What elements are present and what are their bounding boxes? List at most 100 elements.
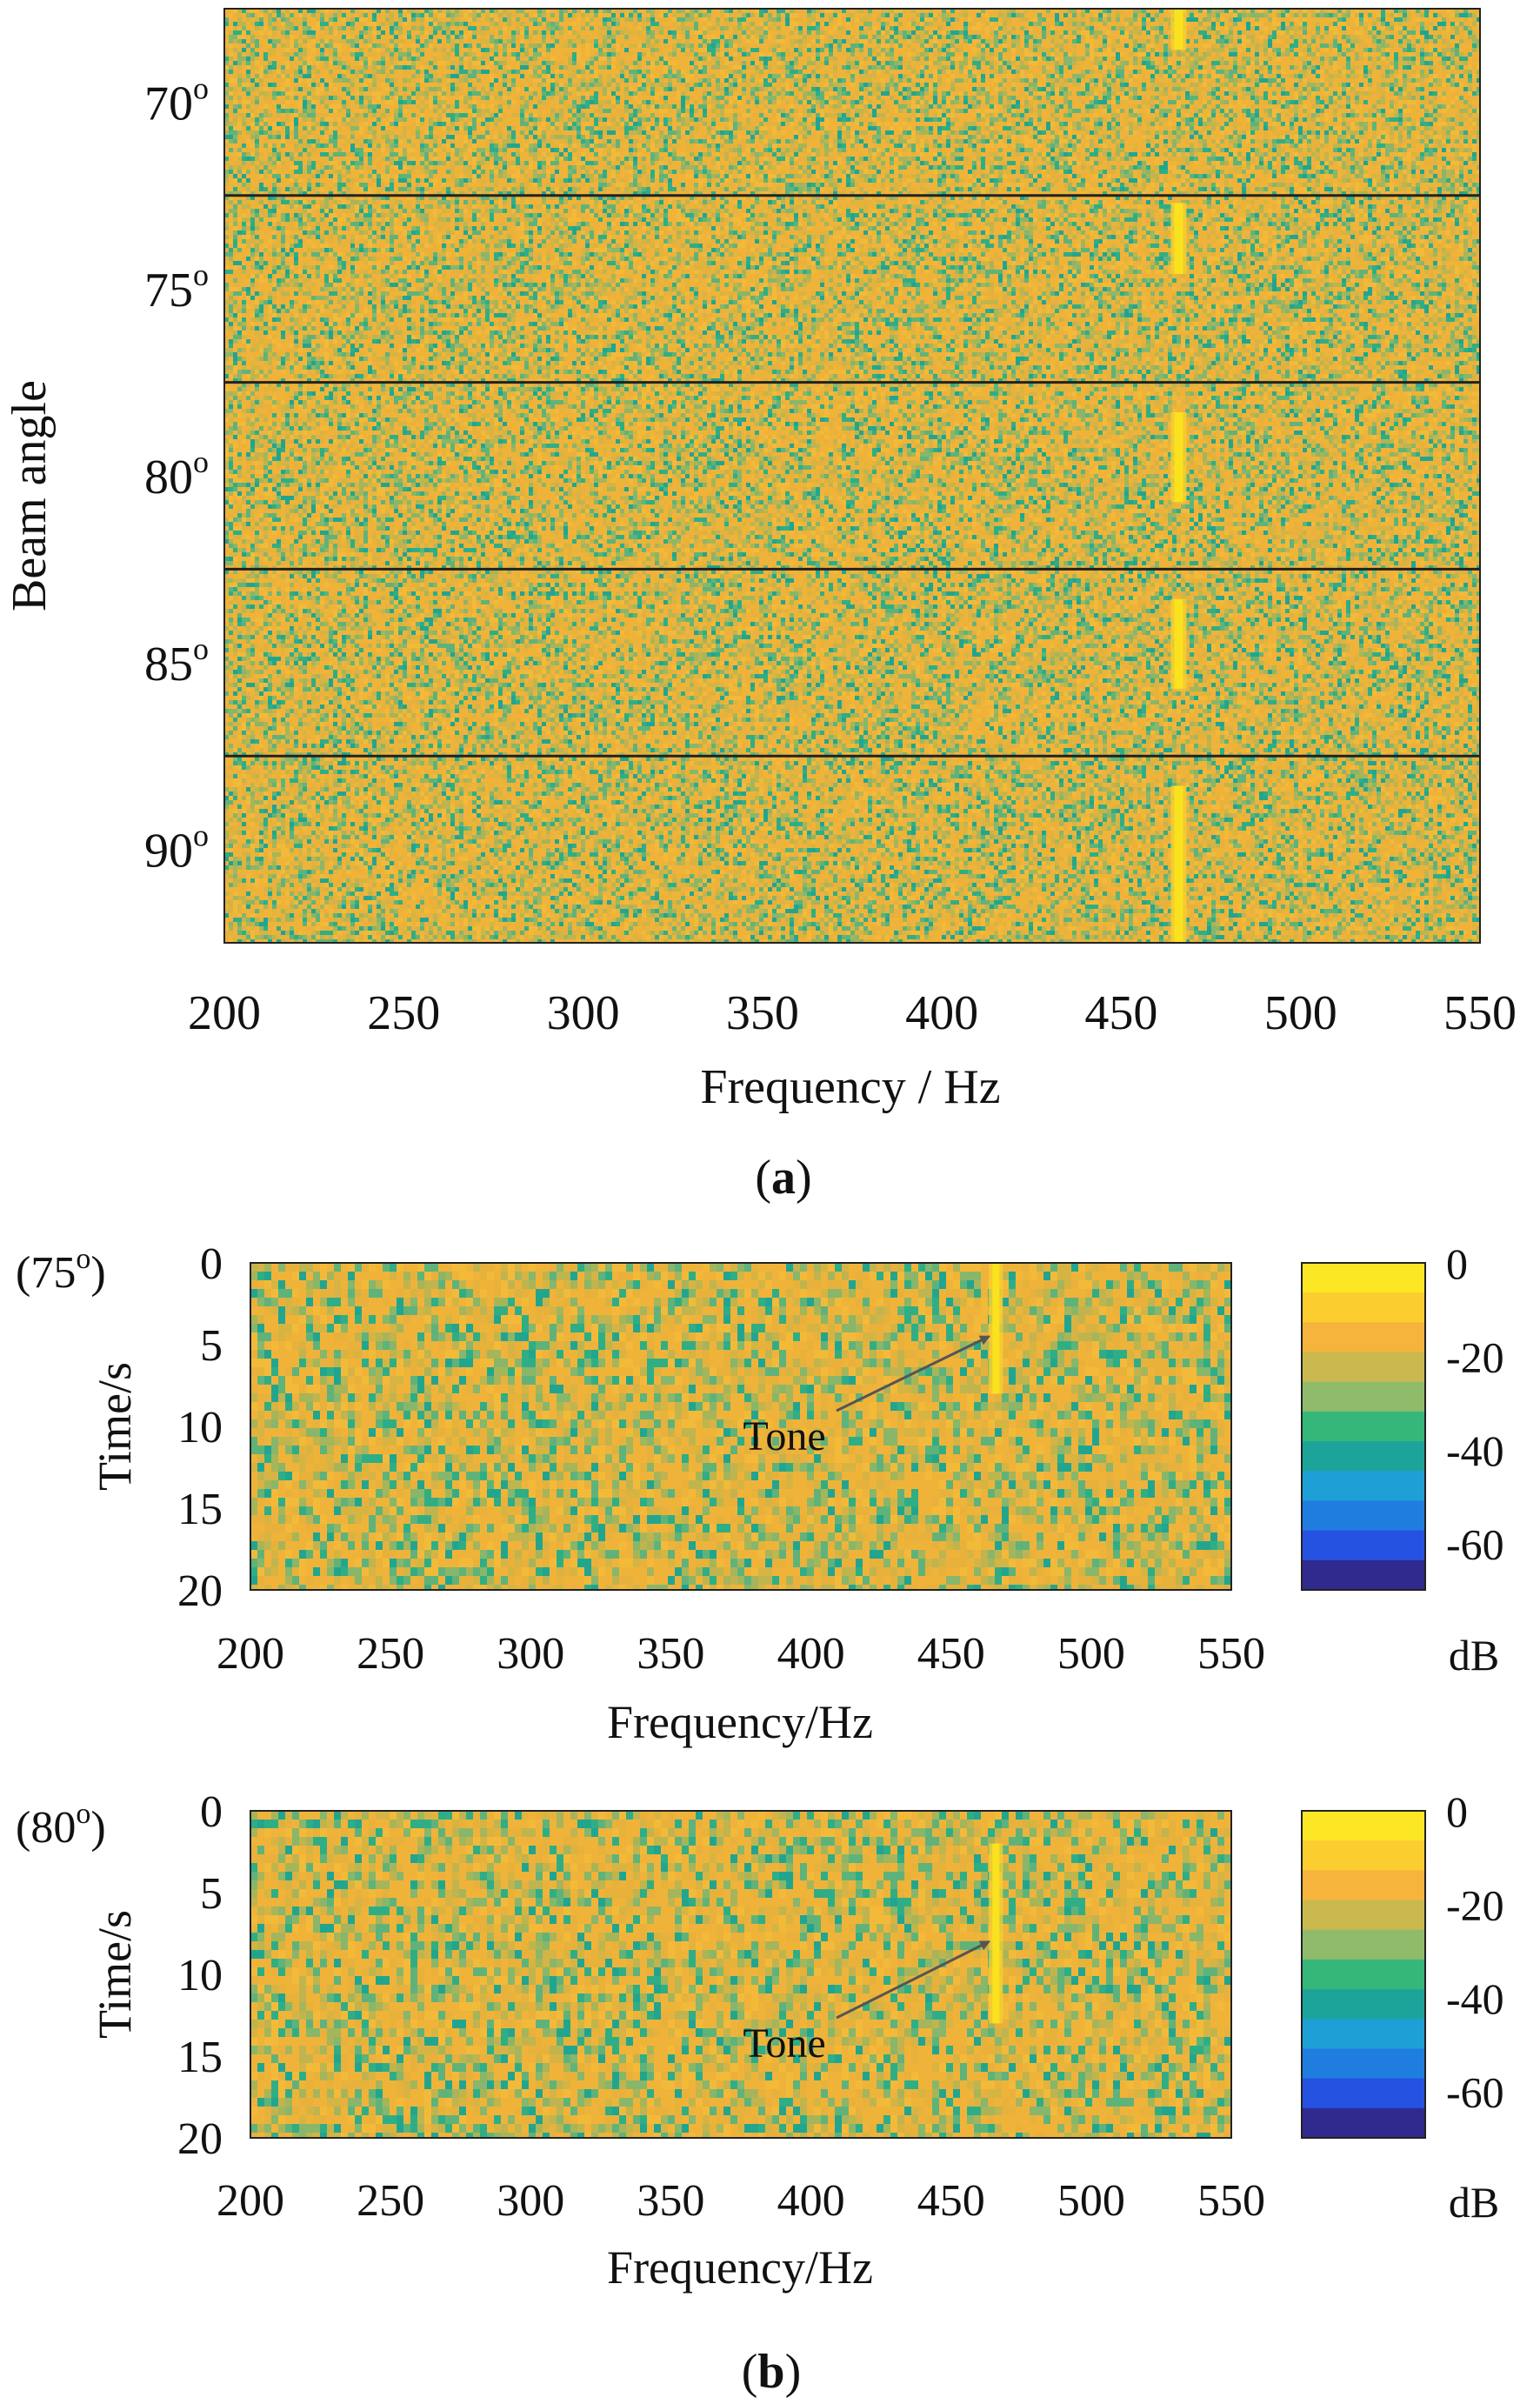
noise-cell <box>1042 13 1046 17</box>
noise-cell <box>277 17 281 22</box>
noise-cell <box>1050 13 1055 17</box>
noise-cell <box>298 13 303 17</box>
noise-cell <box>1281 13 1285 17</box>
noise-cell <box>707 13 711 17</box>
noise-cell <box>759 13 763 17</box>
noise-cell <box>259 13 263 17</box>
noise-cell <box>1468 13 1472 17</box>
noise-cell <box>450 13 455 17</box>
noise-cell <box>298 17 303 22</box>
figure: 70o75o80o85o90o 200 250 300 350 400 450 500 550… <box>0 0 1540 2404</box>
noise-cell <box>1203 13 1207 17</box>
noise-cell <box>1229 13 1233 17</box>
noise-cell <box>637 13 642 17</box>
noise-cell <box>690 13 694 17</box>
noise-cell <box>346 13 350 17</box>
noise-cell <box>281 17 285 22</box>
noise-cell <box>516 13 520 17</box>
noise-cell <box>307 17 311 22</box>
noise-cell <box>398 17 403 22</box>
noise-cell <box>963 13 968 17</box>
noise-cell <box>1346 13 1350 17</box>
noise-cell <box>1277 13 1281 17</box>
noise-cell <box>1016 13 1020 17</box>
noise-cell <box>377 17 381 22</box>
noise-cell <box>703 13 707 17</box>
noise-cell <box>1155 13 1159 17</box>
noise-cell <box>998 13 1003 17</box>
noise-cell <box>1268 13 1272 17</box>
noise-cell <box>1137 13 1142 17</box>
noise-cell <box>1216 13 1220 17</box>
noise-cell <box>1120 13 1124 17</box>
noise-cell <box>420 17 424 22</box>
noise-cell <box>990 13 994 17</box>
noise-cell <box>1129 13 1133 17</box>
noise-cell <box>916 13 920 17</box>
noise-cell <box>433 13 437 17</box>
noise-cell <box>507 13 511 17</box>
noise-cell <box>520 13 524 17</box>
noise-cell <box>981 13 985 17</box>
noise-cell <box>811 13 816 17</box>
noise-cell <box>329 13 333 17</box>
noise-cell <box>311 13 316 17</box>
noise-cell <box>277 13 281 17</box>
noise-cell <box>229 13 233 17</box>
noise-cell <box>263 13 268 17</box>
noise-cell <box>481 13 485 17</box>
noise-cell <box>237 13 242 17</box>
noise-cell <box>411 13 416 17</box>
noise-cell <box>968 13 972 17</box>
noise-cell <box>790 13 794 17</box>
noise-cell <box>763 13 768 17</box>
noise-cell <box>233 17 237 22</box>
noise-cell <box>246 17 250 22</box>
noise-cell <box>642 13 646 17</box>
noise-cell <box>1046 13 1050 17</box>
noise-cell <box>320 17 324 22</box>
noise-cell <box>929 13 933 17</box>
noise-cell <box>377 13 381 17</box>
noise-cell <box>1333 13 1337 17</box>
noise-cell <box>316 13 320 17</box>
noise-cell <box>1433 13 1437 17</box>
noise-cell <box>816 13 820 17</box>
noise-cell <box>833 13 837 17</box>
noise-cell <box>272 13 277 17</box>
noise-cell <box>559 13 563 17</box>
noise-cell <box>1190 13 1194 17</box>
noise-cell <box>1194 13 1198 17</box>
noise-cell <box>807 13 811 17</box>
noise-cell <box>555 13 559 17</box>
noise-cell <box>633 13 637 17</box>
noise-cell <box>1133 13 1137 17</box>
noise-cell <box>946 13 950 17</box>
noise-cell <box>655 13 659 17</box>
noise-cell <box>994 13 998 17</box>
noise-cell <box>716 13 720 17</box>
noise-cell <box>329 17 333 22</box>
noise-cell <box>803 13 807 17</box>
noise-cell <box>498 17 503 22</box>
noise-cell <box>394 13 398 17</box>
noise-cell <box>1442 13 1446 17</box>
noise-cell <box>533 13 537 17</box>
noise-cell <box>1350 13 1355 17</box>
noise-cell <box>1237 13 1242 17</box>
noise-cell <box>798 13 803 17</box>
noise-cell <box>737 13 742 17</box>
noise-cell <box>829 13 833 17</box>
noise-cell <box>677 13 681 17</box>
noise-cell <box>1263 13 1268 17</box>
noise-cell <box>281 13 285 17</box>
noise-cell <box>672 13 677 17</box>
noise-cell <box>485 17 490 22</box>
noise-cell <box>363 13 368 17</box>
noise-cell <box>1459 13 1463 17</box>
noise-cell <box>1303 13 1307 17</box>
noise-cell <box>294 17 298 22</box>
noise-cell <box>1385 13 1390 17</box>
noise-cell <box>1103 13 1107 17</box>
noise-cell <box>350 17 355 22</box>
